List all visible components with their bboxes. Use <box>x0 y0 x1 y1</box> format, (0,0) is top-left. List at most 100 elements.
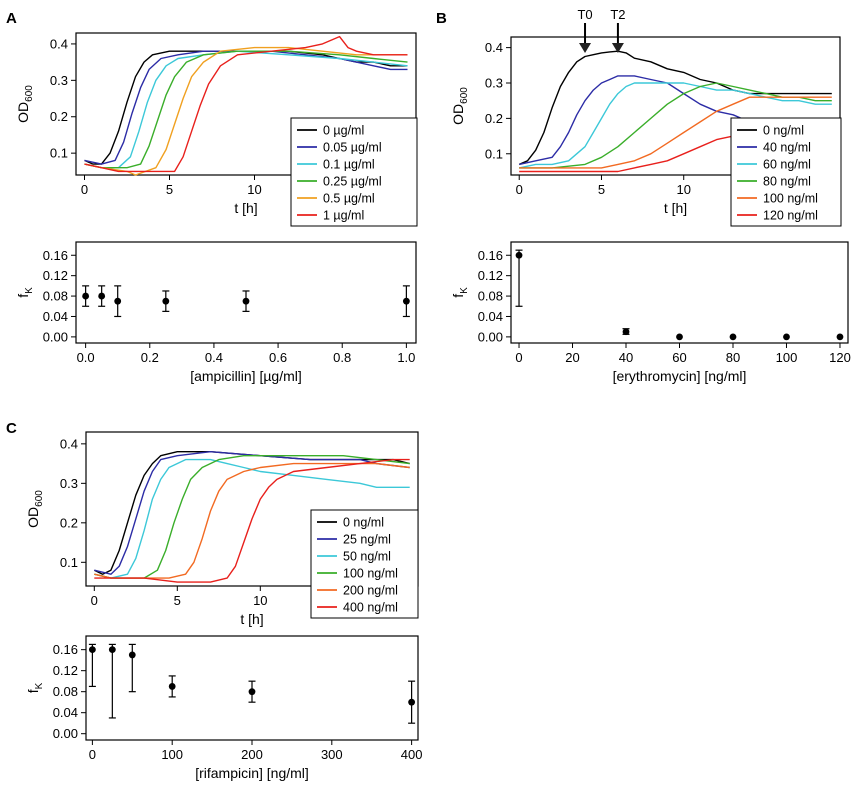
x-tick-label: 0 <box>81 182 88 197</box>
legend-box <box>310 509 419 619</box>
legend-entry: 0.05 µg/ml <box>323 141 382 155</box>
x-tick-label: 0.6 <box>269 350 287 365</box>
series-line-100 <box>519 96 832 169</box>
y-axis-label: fK <box>25 682 45 693</box>
y-tick-label: 0.08 <box>478 289 503 304</box>
legend-entry: 50 ng/ml <box>343 550 391 564</box>
panel-label-b: B <box>436 10 447 27</box>
x-tick-label: 5 <box>174 593 181 608</box>
data-point <box>783 333 790 341</box>
y-axis-label: OD600 <box>15 85 35 123</box>
x-tick-label: 10 <box>253 593 267 608</box>
x-tick-label: 400 <box>401 747 423 762</box>
plot-frame <box>510 241 849 344</box>
y-tick-label: 0.16 <box>478 248 503 263</box>
data-point <box>676 333 683 341</box>
x-tick-label: 100 <box>161 747 183 762</box>
data-point <box>108 646 116 654</box>
x-axis-label: [rifampicin] [ng/ml] <box>195 765 309 781</box>
legend-box <box>730 117 842 227</box>
series-line-0 <box>518 50 832 166</box>
x-tick-label: 300 <box>321 747 343 762</box>
y-tick-label: 0.04 <box>43 309 68 324</box>
plot-frame <box>85 431 419 587</box>
series-line-0.05 <box>84 50 408 165</box>
y-axis-label-subscript: K <box>459 287 470 294</box>
x-tick-label: 60 <box>672 350 686 365</box>
annotation-label: T2 <box>610 7 625 22</box>
panel-a-fk-scatter: 0.0 0.2 0.4 0.6 0.8 1.0 0.00 0.04 0.08 0.12 0.16 [a… <box>15 241 417 384</box>
series-line-60 <box>519 82 832 169</box>
y-tick-label: 0.1 <box>60 555 78 570</box>
legend-entry: 0.1 µg/ml <box>323 158 375 172</box>
y-tick-label: 0.3 <box>60 476 78 491</box>
legend-entry: 120 ng/ml <box>763 209 818 223</box>
y-tick-label: 0.4 <box>60 436 78 451</box>
x-tick-label: 120 <box>829 350 851 365</box>
y-tick-label: 0.00 <box>53 726 78 741</box>
x-axis-label: [erythromycin] [ng/ml] <box>613 368 747 384</box>
x-tick-label: 0.0 <box>77 350 95 365</box>
y-axis-label-main: OD <box>450 104 466 125</box>
x-tick-label: 0.2 <box>141 350 159 365</box>
y-axis-label-main: f <box>450 294 466 298</box>
y-axis-label-subscript: 600 <box>34 490 45 507</box>
data-point <box>408 698 416 706</box>
y-axis-label: OD600 <box>25 490 45 528</box>
plot-frame <box>75 241 417 344</box>
y-axis-label-main: OD <box>15 102 31 123</box>
y-tick-label: 0.4 <box>485 40 503 55</box>
y-tick-label: 0.1 <box>50 146 68 161</box>
y-tick-label: 0.04 <box>478 309 503 324</box>
legend-entry: 0.5 µg/ml <box>323 192 375 206</box>
y-axis-label: fK <box>15 287 35 298</box>
data-point <box>168 683 176 690</box>
y-tick-label: 0.12 <box>478 268 503 283</box>
data-point <box>729 333 737 341</box>
series-line-200 <box>94 462 410 579</box>
legend-entry: 100 ng/ml <box>343 567 398 581</box>
x-tick-label: 100 <box>776 350 798 365</box>
y-tick-label: 0.3 <box>50 73 68 88</box>
x-tick-label: 0 <box>515 350 522 365</box>
x-tick-label: 80 <box>726 350 740 365</box>
y-tick-label: 0.16 <box>43 248 68 263</box>
x-axis-label: t [h] <box>664 200 687 216</box>
data-point <box>402 297 410 305</box>
x-tick-label: 5 <box>598 182 605 197</box>
data-point <box>114 297 122 305</box>
series-line-1 <box>84 35 408 173</box>
legend: 0 µg/ml 0.05 µg/ml 0.1 µg/ml 0.25 µg/ml 0.5 … <box>290 117 418 227</box>
data-point <box>242 297 250 305</box>
y-axis-label-main: OD <box>25 507 41 528</box>
series-line-400 <box>94 458 410 583</box>
legend-box <box>290 117 418 227</box>
y-axis-label-subscript: 600 <box>24 85 35 102</box>
legend-entry: 25 ng/ml <box>343 533 391 547</box>
y-tick-label: 0.3 <box>485 76 503 91</box>
y-tick-label: 0.08 <box>53 684 78 699</box>
data-point <box>162 297 170 305</box>
y-tick-label: 0.4 <box>50 36 68 51</box>
annotation-label: T0 <box>577 7 592 22</box>
legend-entry: 0 ng/ml <box>763 124 804 138</box>
legend-entry: 1 µg/ml <box>323 209 364 223</box>
y-tick-label: 0.2 <box>60 515 78 530</box>
y-tick-label: 0.00 <box>478 329 503 344</box>
x-tick-label: 0.8 <box>333 350 351 365</box>
y-tick-label: 0.2 <box>50 109 68 124</box>
x-tick-label: 0 <box>89 747 96 762</box>
panel-b-fk-scatter: 0 20 40 60 80 100 120 0.00 0.04 0.08 0.12 0.16 [eryt… <box>450 241 851 384</box>
y-tick-label: 0.12 <box>53 663 78 678</box>
panel-label-c: C <box>6 420 17 437</box>
y-axis-label-main: f <box>25 689 41 693</box>
data-point <box>248 688 256 696</box>
data-point <box>128 651 136 659</box>
legend-entry: 80 ng/ml <box>763 175 811 189</box>
x-axis-label: [ampicillin] [µg/ml] <box>190 368 302 384</box>
panel-c-fk-scatter: 0 100 200 300 400 0.00 0.04 0.08 0.12 0.16 [rifamp… <box>25 635 423 781</box>
x-tick-label: 0 <box>516 182 523 197</box>
